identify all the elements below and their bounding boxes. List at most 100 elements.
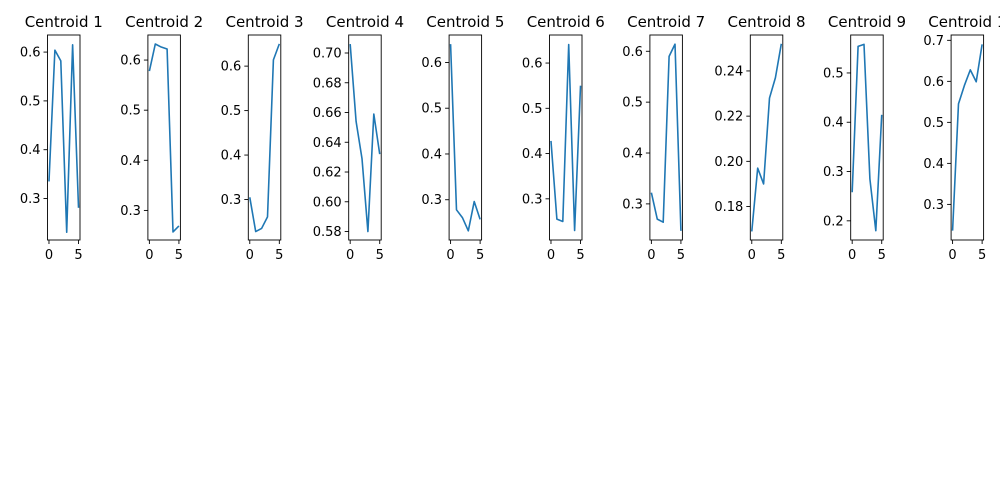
y-tick-label: 0.24 [714, 64, 743, 79]
y-tick-label: 0.6 [221, 60, 242, 75]
x-tick-label: 5 [275, 248, 283, 263]
subplot-title: Centroid 2 [125, 13, 203, 31]
series-line [248, 43, 281, 233]
subplot-1: Centroid 1 0.3 0.4 0.5 0.6 0 5 [20, 13, 103, 263]
x-tick-label: 5 [576, 248, 584, 263]
y-tick-label: 0.7 [923, 34, 944, 49]
y-tick-label: 0.5 [823, 66, 844, 81]
x-tick-label: 0 [145, 248, 153, 263]
y-tick-label: 0.4 [20, 143, 41, 158]
subplot-title: Centroid 1 [25, 13, 103, 31]
x-tick-label: 5 [777, 248, 785, 263]
y-tick-label: 0.68 [313, 76, 342, 91]
subplot-title: Centroid 1 [928, 13, 1000, 31]
subplot-5: Centroid 5 0.3 0.4 0.5 0.6 0 5 [421, 13, 504, 263]
axes-frame [649, 34, 683, 241]
y-tick-label: 0.4 [421, 147, 442, 162]
y-tick-label: 0.5 [622, 96, 643, 111]
y-tick-label: 0.3 [20, 192, 41, 207]
y-tick-label: 0.22 [714, 110, 743, 125]
subplot-title: Centroid 8 [727, 13, 805, 31]
subplot-7: Centroid 7 0.3 0.4 0.5 0.6 0 5 [622, 13, 705, 263]
subplot-title: Centroid 6 [527, 13, 605, 31]
series-line [750, 43, 783, 232]
subplot-4: Centroid 4 0.58 0.60 0.62 0.64 0.66 0.68 0.70 0 5 [313, 13, 404, 263]
y-tick-label: 0.60 [313, 195, 342, 210]
x-tick-label: 5 [74, 248, 82, 263]
y-tick-label: 0.6 [20, 46, 41, 61]
y-tick-label: 0.4 [823, 116, 844, 131]
axes-frame [47, 34, 81, 241]
subplot-title: Centroid 9 [828, 13, 906, 31]
x-tick-label: 0 [246, 248, 254, 263]
series-line [851, 43, 883, 232]
subplot-2: Centroid 2 0.3 0.4 0.5 0.6 0 5 [120, 13, 203, 263]
y-tick-label: 0.2 [823, 214, 844, 229]
x-tick-label: 5 [376, 248, 384, 263]
axes-frame [850, 34, 884, 241]
subplot-title: Centroid 3 [225, 13, 303, 31]
y-tick-label: 0.62 [313, 166, 342, 181]
y-tick-label: 0.3 [120, 204, 141, 219]
y-tick-label: 0.3 [823, 165, 844, 180]
y-tick-label: 0.5 [421, 102, 442, 117]
y-tick-label: 0.3 [421, 193, 442, 208]
y-tick-label: 0.3 [522, 192, 543, 207]
y-tick-label: 0.5 [923, 116, 944, 131]
axes-frame [247, 34, 282, 241]
series-line [650, 43, 682, 231]
x-tick-label: 0 [547, 248, 555, 263]
subplot-9: Centroid 9 0.2 0.3 0.4 0.5 0 5 [823, 13, 906, 263]
y-tick-label: 0.4 [221, 149, 242, 164]
x-tick-label: 5 [476, 248, 484, 263]
y-tick-label: 0.4 [622, 147, 643, 162]
x-tick-label: 0 [446, 248, 454, 263]
y-tick-label: 0.64 [313, 136, 342, 151]
x-tick-label: 5 [978, 248, 986, 263]
x-tick-label: 0 [848, 248, 856, 263]
x-tick-label: 5 [677, 248, 685, 263]
series-line [951, 44, 983, 231]
x-tick-label: 0 [346, 248, 354, 263]
subplot-6: Centroid 6 0.3 0.4 0.5 0.6 0 5 [522, 13, 605, 263]
y-tick-label: 0.6 [421, 56, 442, 71]
subplot-title: Centroid 5 [426, 13, 504, 31]
axes-frame [448, 34, 483, 241]
axes-frame [147, 34, 181, 241]
x-tick-label: 5 [878, 248, 886, 263]
y-tick-label: 0.5 [20, 94, 41, 109]
y-tick-label: 0.3 [923, 198, 944, 213]
y-tick-label: 0.5 [522, 102, 543, 117]
axes-frame [348, 34, 382, 241]
series-line [148, 43, 180, 233]
y-tick-label: 0.6 [120, 54, 141, 69]
x-tick-label: 0 [748, 248, 756, 263]
y-tick-label: 0.6 [522, 57, 543, 72]
series-line [48, 43, 80, 233]
subplot-8: Centroid 8 0.18 0.20 0.22 0.24 0 5 [714, 13, 805, 263]
y-tick-label: 0.3 [622, 197, 643, 212]
x-tick-label: 0 [647, 248, 655, 263]
y-tick-label: 0.5 [120, 104, 141, 119]
y-tick-label: 0.66 [313, 106, 342, 121]
series-line [550, 43, 582, 232]
y-tick-label: 0.20 [714, 155, 743, 170]
series-line [449, 44, 481, 232]
y-tick-label: 0.58 [313, 225, 342, 240]
y-tick-label: 0.70 [313, 47, 342, 62]
subplot-title: Centroid 7 [627, 13, 705, 31]
y-tick-label: 0.4 [120, 154, 141, 169]
x-tick-label: 0 [45, 248, 53, 263]
axes-frame [549, 34, 583, 241]
axes-frame [950, 34, 985, 241]
x-tick-label: 5 [175, 248, 183, 263]
axes-frame [749, 34, 784, 241]
y-tick-label: 0.18 [714, 200, 743, 215]
y-tick-label: 0.4 [522, 147, 543, 162]
y-tick-label: 0.6 [622, 45, 643, 60]
subplot-10: Centroid 1 0.3 0.4 0.5 0.6 0.7 0 5 [923, 13, 1000, 263]
y-tick-label: 0.6 [923, 75, 944, 90]
series-line [349, 44, 381, 233]
x-tick-label: 0 [948, 248, 956, 263]
